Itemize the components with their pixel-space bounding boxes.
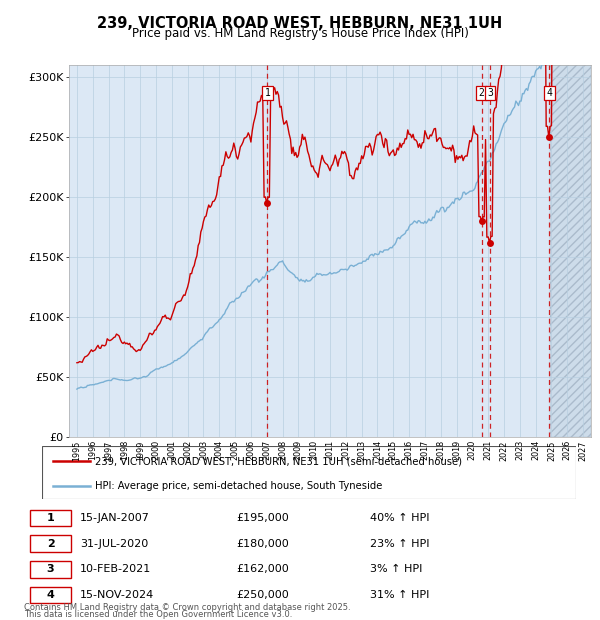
Text: Price paid vs. HM Land Registry's House Price Index (HPI): Price paid vs. HM Land Registry's House … (131, 27, 469, 40)
Text: 2016: 2016 (404, 440, 413, 460)
Text: 3% ↑ HPI: 3% ↑ HPI (370, 564, 422, 574)
Text: 23% ↑ HPI: 23% ↑ HPI (370, 539, 430, 549)
Text: 2023: 2023 (515, 440, 524, 461)
Text: 2003: 2003 (199, 440, 208, 460)
Text: 2018: 2018 (436, 440, 445, 460)
Text: HPI: Average price, semi-detached house, South Tyneside: HPI: Average price, semi-detached house,… (95, 481, 383, 491)
Text: 2026: 2026 (563, 440, 572, 461)
Bar (69, 65, 550, 437)
Text: £195,000: £195,000 (236, 513, 289, 523)
FancyBboxPatch shape (29, 561, 71, 578)
Text: 2022: 2022 (499, 440, 509, 461)
Bar (550, 65, 591, 437)
Text: 1999: 1999 (136, 440, 145, 461)
Text: 4: 4 (47, 590, 55, 600)
Text: 239, VICTORIA ROAD WEST, HEBBURN, NE31 1UH (semi-detached house): 239, VICTORIA ROAD WEST, HEBBURN, NE31 1… (95, 456, 463, 466)
Text: 2002: 2002 (183, 440, 192, 461)
Text: 2: 2 (479, 88, 484, 98)
Text: 15-JAN-2007: 15-JAN-2007 (80, 513, 149, 523)
FancyBboxPatch shape (29, 510, 71, 526)
Text: 1997: 1997 (104, 440, 113, 461)
Text: 2027: 2027 (578, 440, 587, 461)
Text: 2009: 2009 (294, 440, 303, 461)
Text: 2001: 2001 (167, 440, 176, 460)
Text: 2011: 2011 (325, 440, 335, 460)
Text: £180,000: £180,000 (236, 539, 289, 549)
Text: 2: 2 (47, 539, 55, 549)
Text: 1995: 1995 (73, 440, 82, 461)
Text: 2013: 2013 (357, 440, 366, 460)
FancyBboxPatch shape (29, 587, 71, 603)
Text: 2020: 2020 (468, 440, 477, 461)
Text: 2019: 2019 (452, 440, 461, 461)
Text: 2014: 2014 (373, 440, 382, 460)
Text: 1996: 1996 (88, 440, 97, 461)
Text: 2012: 2012 (341, 440, 350, 461)
Text: 40% ↑ HPI: 40% ↑ HPI (370, 513, 430, 523)
Text: 2007: 2007 (262, 440, 271, 461)
Text: 1998: 1998 (120, 440, 129, 461)
Text: 10-FEB-2021: 10-FEB-2021 (80, 564, 151, 574)
Text: 2025: 2025 (547, 440, 556, 461)
Text: 2021: 2021 (484, 440, 493, 461)
Text: 2015: 2015 (389, 440, 398, 461)
Text: 31-JUL-2020: 31-JUL-2020 (80, 539, 148, 549)
Text: 2005: 2005 (230, 440, 239, 461)
Text: 4: 4 (547, 88, 553, 98)
Text: 2024: 2024 (531, 440, 540, 461)
Text: Contains HM Land Registry data © Crown copyright and database right 2025.: Contains HM Land Registry data © Crown c… (24, 603, 350, 612)
Text: £162,000: £162,000 (236, 564, 289, 574)
Text: 1: 1 (265, 88, 270, 98)
Text: 2010: 2010 (310, 440, 319, 460)
Text: 3: 3 (47, 564, 55, 574)
Text: 3: 3 (487, 88, 493, 98)
Text: 2006: 2006 (247, 440, 256, 460)
Text: 31% ↑ HPI: 31% ↑ HPI (370, 590, 430, 600)
Text: £250,000: £250,000 (236, 590, 289, 600)
Text: This data is licensed under the Open Government Licence v3.0.: This data is licensed under the Open Gov… (24, 610, 292, 619)
Text: 15-NOV-2024: 15-NOV-2024 (80, 590, 154, 600)
Text: 2017: 2017 (421, 440, 430, 461)
Text: 239, VICTORIA ROAD WEST, HEBBURN, NE31 1UH: 239, VICTORIA ROAD WEST, HEBBURN, NE31 1… (97, 16, 503, 30)
Text: 2008: 2008 (278, 440, 287, 460)
Text: 1: 1 (47, 513, 55, 523)
Text: 2004: 2004 (215, 440, 224, 460)
Text: 2000: 2000 (151, 440, 161, 460)
FancyBboxPatch shape (29, 535, 71, 552)
